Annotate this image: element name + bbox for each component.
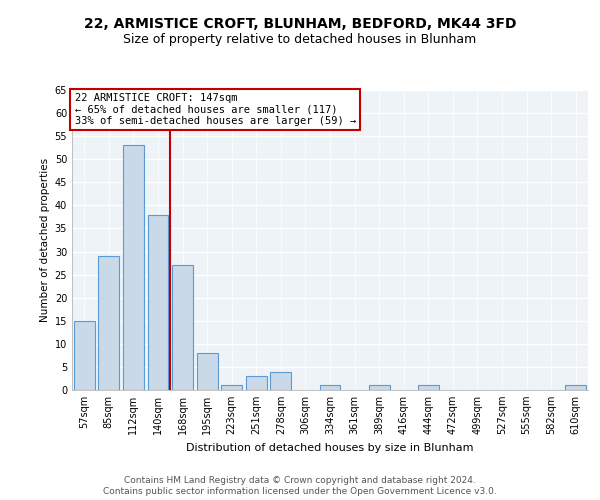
Bar bbox=[197, 353, 218, 390]
Bar bbox=[271, 372, 292, 390]
Bar bbox=[98, 256, 119, 390]
Text: 22, ARMISTICE CROFT, BLUNHAM, BEDFORD, MK44 3FD: 22, ARMISTICE CROFT, BLUNHAM, BEDFORD, M… bbox=[84, 18, 516, 32]
Bar bbox=[74, 321, 95, 390]
Bar bbox=[246, 376, 267, 390]
Bar bbox=[221, 386, 242, 390]
Text: Contains HM Land Registry data © Crown copyright and database right 2024.: Contains HM Land Registry data © Crown c… bbox=[124, 476, 476, 485]
Y-axis label: Number of detached properties: Number of detached properties bbox=[40, 158, 50, 322]
Bar bbox=[123, 146, 144, 390]
Text: 22 ARMISTICE CROFT: 147sqm
← 65% of detached houses are smaller (117)
33% of sem: 22 ARMISTICE CROFT: 147sqm ← 65% of deta… bbox=[74, 93, 356, 126]
X-axis label: Distribution of detached houses by size in Blunham: Distribution of detached houses by size … bbox=[186, 442, 474, 452]
Bar bbox=[172, 266, 193, 390]
Text: Size of property relative to detached houses in Blunham: Size of property relative to detached ho… bbox=[124, 32, 476, 46]
Bar bbox=[565, 386, 586, 390]
Bar bbox=[418, 386, 439, 390]
Bar bbox=[148, 214, 169, 390]
Text: Contains public sector information licensed under the Open Government Licence v3: Contains public sector information licen… bbox=[103, 488, 497, 496]
Bar bbox=[368, 386, 389, 390]
Bar bbox=[320, 386, 340, 390]
